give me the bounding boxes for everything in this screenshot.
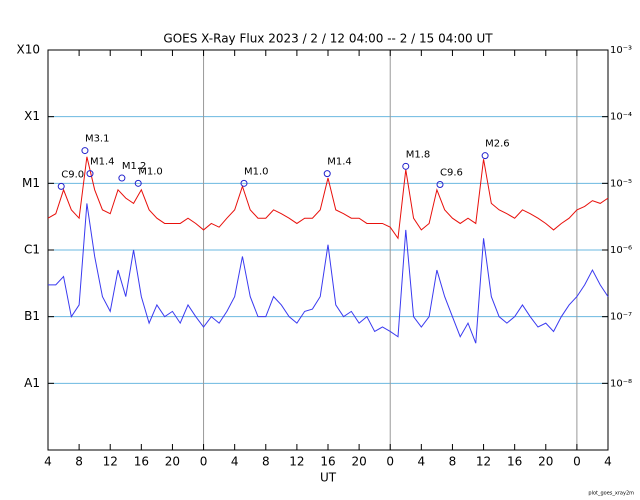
x-tick-label: 4	[231, 455, 239, 469]
flare-label: M1.4	[90, 157, 115, 168]
x-tick-label: 12	[476, 455, 491, 469]
x-tick-label: 8	[449, 455, 457, 469]
y-tick-label: B1	[24, 309, 40, 323]
y-tick-label: X10	[17, 43, 41, 57]
y2-tick-label: 10⁻³	[610, 45, 632, 56]
flare-label: C9.0	[61, 169, 84, 180]
y-tick-label: X1	[24, 109, 40, 123]
y-tick-label: A1	[24, 376, 40, 390]
flare-label: M1.8	[406, 149, 431, 160]
flare-marker	[86, 170, 94, 178]
flare-marker	[81, 147, 89, 155]
y-tick-label: C1	[24, 243, 40, 257]
flare-label: M1.2	[122, 161, 147, 172]
flare-label: C9.6	[440, 168, 463, 179]
flare-marker	[57, 182, 65, 190]
x-tick-label: 16	[507, 455, 522, 469]
x-tick-label: 0	[573, 455, 581, 469]
x-tick-label: 4	[418, 455, 426, 469]
flare-label: M3.1	[85, 134, 110, 145]
flare-marker	[481, 152, 489, 160]
x-tick-label: 12	[289, 455, 304, 469]
x-tick-label: 0	[386, 455, 394, 469]
flux-line	[48, 203, 609, 344]
x-tick-label: 16	[320, 455, 335, 469]
y2-tick-label: 10⁻⁵	[610, 178, 632, 189]
x-tick-label: 8	[75, 455, 83, 469]
x-tick-label: 0	[200, 455, 208, 469]
x-tick-label: 4	[44, 455, 52, 469]
flare-label: M1.4	[327, 157, 352, 168]
x-tick-label: 16	[134, 455, 149, 469]
flare-label: M1.0	[138, 166, 163, 177]
y2-tick-label: 10⁻⁸	[610, 378, 632, 389]
x-axis-label: UT	[320, 471, 337, 485]
y-tick-label: M1	[22, 176, 40, 190]
x-tick-label: 12	[103, 455, 118, 469]
x-tick-label: 20	[165, 455, 180, 469]
chart-title: GOES X-Ray Flux 2023 / 2 / 12 04:00 -- 2…	[163, 32, 493, 46]
footer: plot_goes_xray2m	[588, 491, 634, 497]
flare-marker	[402, 162, 410, 170]
x-tick-label: 20	[538, 455, 553, 469]
flare-marker	[118, 174, 126, 182]
y2-tick-label: 10⁻⁷	[610, 312, 632, 323]
flare-marker	[323, 170, 331, 178]
flare-label: M2.6	[485, 139, 510, 150]
flare-marker	[436, 181, 444, 189]
flare-label: M1.0	[244, 166, 269, 177]
y2-tick-label: 10⁻⁶	[610, 245, 632, 256]
x-tick-label: 8	[262, 455, 270, 469]
x-tick-label: 4	[604, 455, 612, 469]
y2-tick-label: 10⁻⁴	[610, 112, 632, 123]
flare-marker	[240, 179, 248, 187]
plot-frame	[47, 49, 609, 451]
x-tick-label: 20	[351, 455, 366, 469]
flare-marker	[134, 179, 142, 187]
flux-line	[47, 156, 609, 240]
